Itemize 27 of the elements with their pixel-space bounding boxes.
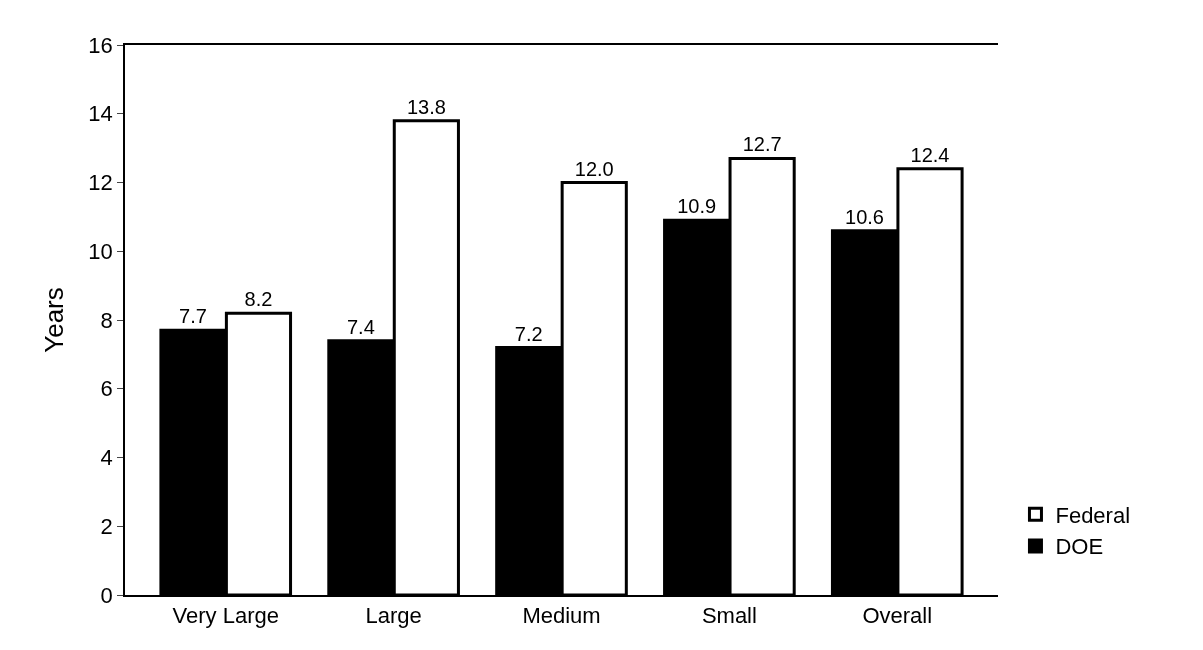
x-tick-label: Small — [701, 603, 757, 629]
data-label: 12.0 — [574, 157, 614, 180]
data-label: 7.2 — [514, 322, 543, 345]
y-tick-label: 4 — [100, 445, 113, 471]
x-tick-label: Medium — [522, 603, 601, 629]
y-axis-title: Years — [38, 287, 69, 353]
y-tick-label: 16 — [88, 32, 113, 58]
data-label: 7.7 — [179, 305, 207, 328]
y-tick-label: 2 — [100, 513, 113, 539]
x-tick-label: Large — [365, 603, 422, 629]
data-label: 12.4 — [910, 143, 950, 166]
legend-label: Federal — [1055, 502, 1131, 528]
y-tick-label: 0 — [100, 582, 113, 608]
y-tick-label: 12 — [88, 170, 113, 196]
legend-label: DOE — [1055, 534, 1104, 560]
x-tick-label: Overall — [862, 603, 933, 629]
data-label: 10.9 — [677, 195, 717, 218]
y-tick-label: 8 — [100, 307, 113, 333]
x-tick-label: Very Large — [172, 603, 279, 629]
data-label: 10.6 — [845, 205, 884, 228]
y-tick-label: 14 — [88, 101, 113, 127]
y-tick-label: 6 — [100, 376, 113, 402]
data-label: 13.8 — [406, 95, 446, 118]
data-label: 8.2 — [244, 288, 273, 311]
data-label: 12.7 — [742, 133, 782, 156]
data-label: 7.4 — [346, 315, 375, 338]
y-tick-label: 10 — [88, 238, 113, 264]
